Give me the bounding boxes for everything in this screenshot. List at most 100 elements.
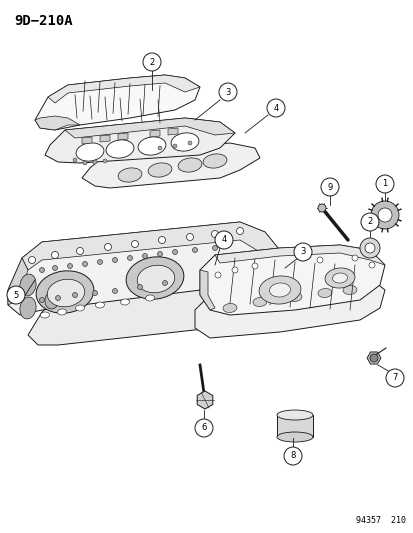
Circle shape <box>39 297 44 303</box>
Circle shape <box>218 83 236 101</box>
Ellipse shape <box>252 297 266 306</box>
Circle shape <box>92 290 97 295</box>
Text: 1: 1 <box>382 180 387 189</box>
Text: 2: 2 <box>149 58 154 67</box>
Circle shape <box>104 244 111 251</box>
Polygon shape <box>28 278 274 345</box>
Text: 5: 5 <box>13 290 19 300</box>
Circle shape <box>103 159 107 163</box>
Ellipse shape <box>47 279 85 307</box>
Circle shape <box>252 263 257 269</box>
Ellipse shape <box>75 305 84 311</box>
Circle shape <box>359 238 379 258</box>
Circle shape <box>188 141 192 145</box>
Circle shape <box>72 293 77 297</box>
Ellipse shape <box>178 158 202 172</box>
Ellipse shape <box>317 288 331 297</box>
Circle shape <box>112 288 117 294</box>
Polygon shape <box>276 415 312 437</box>
Polygon shape <box>22 222 277 270</box>
Polygon shape <box>65 118 235 138</box>
Ellipse shape <box>106 140 133 158</box>
Circle shape <box>158 146 161 150</box>
Polygon shape <box>35 116 80 130</box>
Circle shape <box>39 268 44 272</box>
Polygon shape <box>35 75 199 130</box>
Circle shape <box>83 161 87 165</box>
Ellipse shape <box>276 410 312 420</box>
Text: 6: 6 <box>201 424 206 432</box>
Ellipse shape <box>36 271 94 313</box>
Ellipse shape <box>118 168 142 182</box>
Circle shape <box>377 208 391 222</box>
Circle shape <box>351 255 357 261</box>
Text: 9D−210A: 9D−210A <box>14 14 72 28</box>
Text: 3: 3 <box>299 247 305 256</box>
Text: 4: 4 <box>273 103 278 112</box>
Polygon shape <box>197 391 212 409</box>
Circle shape <box>73 158 77 162</box>
Circle shape <box>214 231 233 249</box>
Circle shape <box>67 263 72 269</box>
Circle shape <box>173 144 177 148</box>
Circle shape <box>158 237 165 244</box>
Polygon shape <box>48 75 199 103</box>
Circle shape <box>360 213 378 231</box>
Circle shape <box>364 243 374 253</box>
Circle shape <box>76 247 83 254</box>
Circle shape <box>195 419 212 437</box>
Text: 3: 3 <box>225 87 230 96</box>
Circle shape <box>316 257 322 263</box>
Circle shape <box>127 255 132 261</box>
Circle shape <box>131 240 138 247</box>
Ellipse shape <box>126 257 183 299</box>
Circle shape <box>137 285 142 289</box>
Polygon shape <box>199 245 384 315</box>
Circle shape <box>375 175 393 193</box>
Text: 2: 2 <box>366 217 372 227</box>
Circle shape <box>157 252 162 256</box>
Ellipse shape <box>287 293 301 302</box>
Circle shape <box>51 252 58 259</box>
Circle shape <box>52 265 57 271</box>
Ellipse shape <box>145 295 154 301</box>
Ellipse shape <box>342 286 356 295</box>
Polygon shape <box>199 270 214 310</box>
Circle shape <box>28 256 36 263</box>
Polygon shape <box>150 130 159 137</box>
Polygon shape <box>8 222 277 315</box>
Circle shape <box>172 249 177 254</box>
Circle shape <box>82 262 87 266</box>
Circle shape <box>112 257 117 262</box>
Polygon shape <box>214 245 384 265</box>
Polygon shape <box>366 352 380 364</box>
Ellipse shape <box>20 274 36 296</box>
Ellipse shape <box>137 265 174 293</box>
Ellipse shape <box>276 432 312 442</box>
Circle shape <box>142 254 147 259</box>
Circle shape <box>97 260 102 264</box>
Circle shape <box>93 160 97 164</box>
Circle shape <box>317 204 325 212</box>
Polygon shape <box>8 258 28 305</box>
Ellipse shape <box>57 309 66 315</box>
Circle shape <box>55 295 60 301</box>
Ellipse shape <box>259 276 300 304</box>
Circle shape <box>283 447 301 465</box>
Circle shape <box>266 99 284 117</box>
Circle shape <box>142 53 161 71</box>
Polygon shape <box>82 137 92 144</box>
Polygon shape <box>195 278 384 338</box>
Ellipse shape <box>223 303 236 312</box>
Ellipse shape <box>120 299 129 305</box>
Circle shape <box>214 272 221 278</box>
Ellipse shape <box>20 297 36 319</box>
Polygon shape <box>118 133 128 140</box>
Text: 7: 7 <box>392 374 397 383</box>
Circle shape <box>320 178 338 196</box>
Text: 9: 9 <box>327 182 332 191</box>
Circle shape <box>293 243 311 261</box>
Circle shape <box>385 369 403 387</box>
Polygon shape <box>45 118 235 163</box>
Text: 94357  210: 94357 210 <box>355 516 405 525</box>
